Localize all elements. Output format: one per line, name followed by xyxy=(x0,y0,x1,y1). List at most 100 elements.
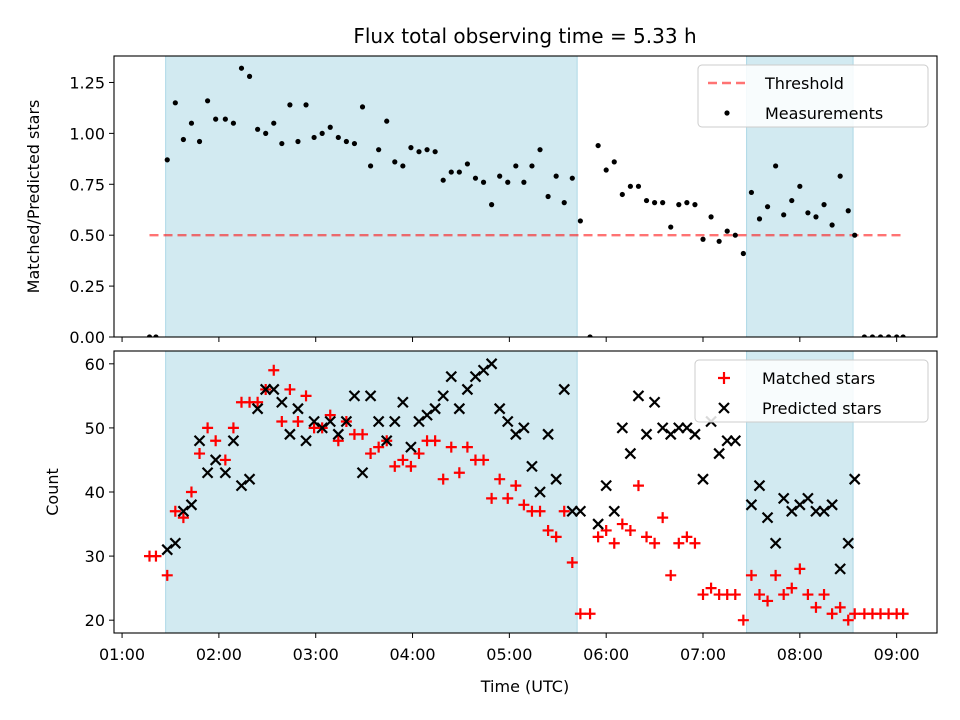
y-tick-label: 1.00 xyxy=(69,124,105,143)
matched-star-point xyxy=(665,569,677,581)
measurement-point xyxy=(400,163,406,169)
predicted-star-point xyxy=(421,409,433,421)
plot-area xyxy=(146,65,906,337)
matched-star-point xyxy=(389,460,401,472)
matched-star-point xyxy=(681,531,693,543)
measurement-point xyxy=(852,232,858,238)
measurement-point xyxy=(359,104,366,110)
measurement-point xyxy=(643,197,650,204)
measurement-point xyxy=(335,134,341,141)
predicted-star-point xyxy=(632,390,645,402)
measurement-point xyxy=(489,202,495,208)
measurement-point xyxy=(619,191,625,198)
matched-star-point xyxy=(453,467,465,479)
predicted-star-point xyxy=(356,466,369,479)
matched-star-point xyxy=(641,531,653,543)
matched-star-point xyxy=(574,608,586,620)
predicted-star-point xyxy=(510,428,522,441)
predicted-star-point xyxy=(251,402,264,415)
matched-star-point xyxy=(494,473,506,485)
matched-star-point xyxy=(842,614,854,626)
predicted-star-point xyxy=(656,422,669,434)
predicted-star-point xyxy=(745,499,758,511)
predicted-star-point xyxy=(413,415,425,428)
x-tick-label: 09:00 xyxy=(874,645,920,664)
measurement-point xyxy=(343,138,349,145)
predicted-star-point xyxy=(761,511,774,524)
measurement-point xyxy=(204,98,211,104)
measurement-point xyxy=(311,134,317,141)
matched-star-point xyxy=(849,608,861,620)
predicted-star-point xyxy=(209,454,222,466)
matched-star-point xyxy=(558,505,570,517)
matched-star-point xyxy=(365,448,377,460)
legend-predicted-swatch xyxy=(718,402,730,414)
measurement-point xyxy=(529,163,535,169)
predicted-star-point xyxy=(201,466,214,479)
predicted-star-point xyxy=(485,358,498,370)
matched-star-point xyxy=(834,601,846,613)
y-tick-label: 0.25 xyxy=(69,277,105,296)
measurement-point xyxy=(303,102,309,108)
x-tick-label: 07:00 xyxy=(680,645,726,664)
measurement-point xyxy=(153,334,159,337)
matched-star-point xyxy=(268,364,280,376)
measurement-point xyxy=(577,218,583,224)
matched-star-point xyxy=(185,486,197,498)
predicted-star-point xyxy=(848,473,861,485)
matched-star-point xyxy=(697,589,709,601)
predicted-star-point xyxy=(834,563,846,575)
matched-star-point xyxy=(753,589,765,601)
predicted-star-point xyxy=(534,486,546,498)
measurement-point xyxy=(595,142,601,149)
matched-star-point xyxy=(770,569,782,581)
plot-area xyxy=(144,358,909,626)
measurement-point xyxy=(569,175,575,181)
matched-star-point xyxy=(332,435,344,447)
matched-star-point xyxy=(608,537,620,549)
predicted-star-point xyxy=(558,383,571,396)
matched-star-point xyxy=(616,518,628,530)
matched-star-point xyxy=(227,422,239,434)
matched-star-point xyxy=(373,441,385,453)
measurement-point xyxy=(196,138,203,145)
measurement-point xyxy=(668,224,674,230)
measurement-point xyxy=(351,140,358,147)
matched-star-point xyxy=(413,448,425,460)
matched-star-point xyxy=(624,524,636,536)
matched-star-point xyxy=(357,428,369,440)
legend-box xyxy=(694,359,929,423)
legend-label: Predicted stars xyxy=(762,399,882,418)
measurement-point xyxy=(505,179,511,185)
measurement-point xyxy=(416,149,422,155)
measurement-point xyxy=(716,238,722,244)
measurement-point xyxy=(611,159,617,165)
matched-star-point xyxy=(592,531,604,543)
measurement-point xyxy=(255,126,261,132)
measurement-point xyxy=(376,147,382,153)
legend-label: Matched stars xyxy=(762,369,875,388)
matched-star-point xyxy=(324,409,336,421)
matched-star-point xyxy=(826,608,838,620)
predicted-star-point xyxy=(292,402,304,415)
measurement-point xyxy=(408,145,414,151)
matched-star-point xyxy=(276,416,288,427)
measurement-point xyxy=(521,179,527,185)
legend: Threshold Measurements xyxy=(697,64,929,128)
measurement-point xyxy=(319,130,325,136)
legend-matched-swatch xyxy=(718,372,730,384)
x-tick-label: 05:00 xyxy=(486,645,532,664)
matched-star-point xyxy=(778,589,790,601)
matched-star-point xyxy=(542,524,554,536)
predicted-star-point xyxy=(785,505,798,518)
predicted-star-point xyxy=(826,499,838,511)
matched-star-point xyxy=(673,537,685,549)
measurement-point xyxy=(684,200,690,206)
measurement-point xyxy=(660,200,666,206)
measurement-point xyxy=(424,147,430,153)
measurement-point xyxy=(271,120,277,126)
measurement-point xyxy=(740,250,746,257)
measurement-point xyxy=(748,189,755,196)
matched-star-point xyxy=(649,537,661,549)
measurement-point xyxy=(448,169,454,175)
